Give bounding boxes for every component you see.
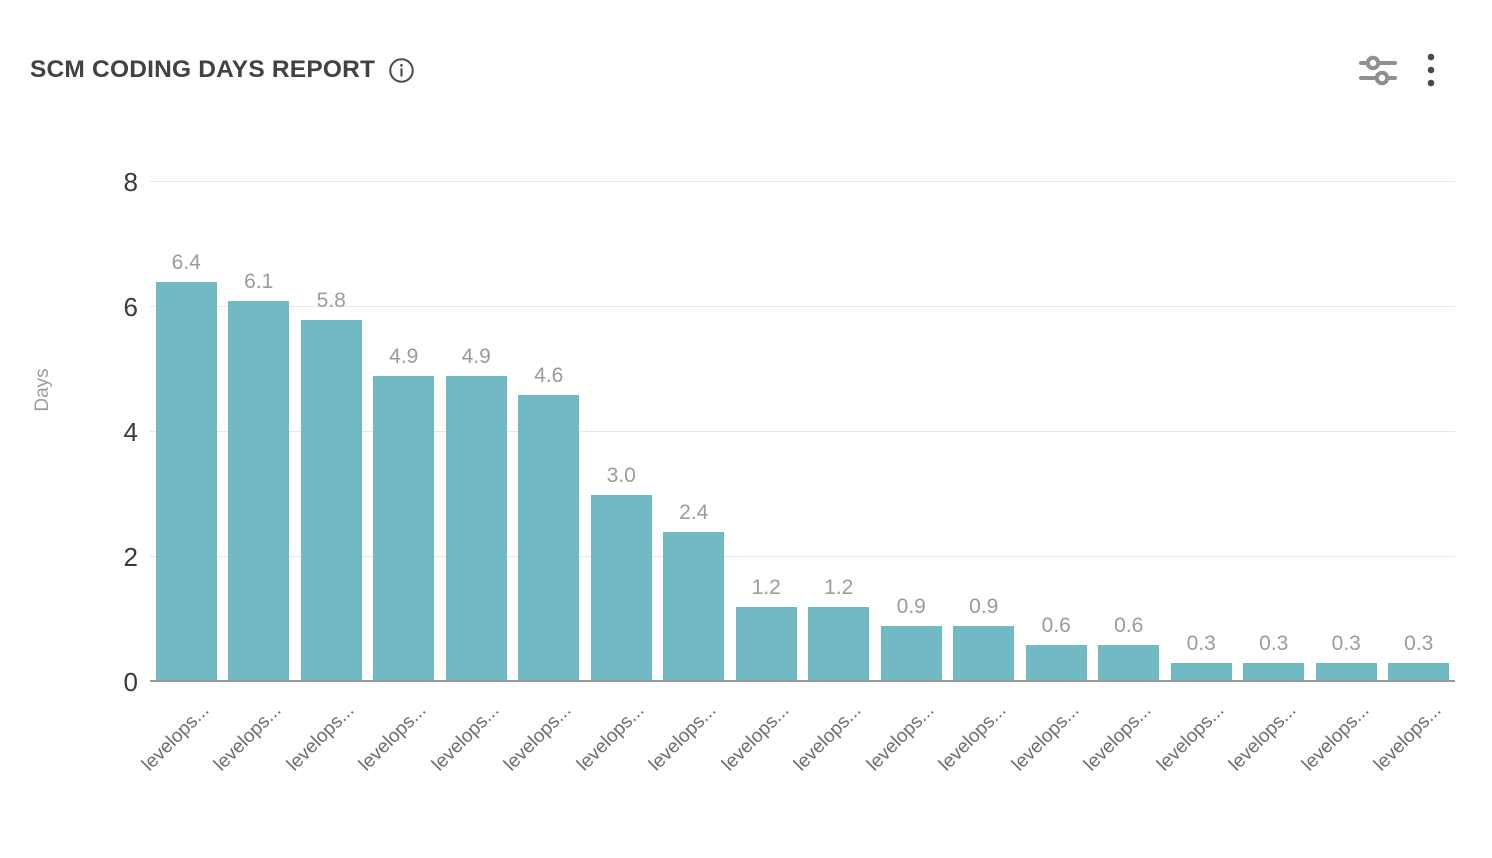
bar-value-label: 6.1	[244, 269, 274, 293]
bar-slot: 0.6	[1020, 182, 1093, 682]
bar[interactable]	[518, 394, 580, 682]
x-axis-label: levelops...	[355, 700, 431, 776]
bar-value-label: 0.6	[1041, 613, 1071, 637]
bar-slot: 4.6	[513, 182, 586, 682]
x-axis-label: levelops...	[935, 700, 1011, 776]
x-axis-label: levelops...	[862, 700, 939, 776]
header-actions	[1358, 52, 1436, 88]
bar-slot: 0.3	[1310, 182, 1383, 682]
bar-slot: 1.2	[730, 182, 803, 682]
x-axis-label: levelops...	[1297, 700, 1374, 776]
bar[interactable]	[590, 494, 652, 682]
gridline	[150, 556, 1455, 557]
bar-value-label: 4.6	[534, 363, 564, 387]
bar[interactable]	[1315, 663, 1377, 682]
bar-value-label: 0.3	[1259, 632, 1289, 656]
y-axis-tick: 4	[123, 417, 138, 447]
bar-value-label: 1.2	[751, 576, 781, 599]
bar-value-label: 4.9	[389, 344, 419, 368]
x-axis-label: levelops...	[210, 700, 286, 776]
bar-value-label: 0.9	[896, 594, 926, 618]
bar[interactable]	[1098, 644, 1160, 682]
bar[interactable]	[155, 282, 217, 682]
x-axis-label: levelops...	[137, 700, 214, 776]
gridline	[150, 181, 1455, 182]
x-axis-label: levelops...	[1007, 700, 1084, 776]
bar-value-label: 0.6	[1114, 613, 1144, 637]
y-axis-tick: 8	[123, 167, 138, 197]
filter-sliders-icon[interactable]	[1358, 53, 1398, 87]
bar[interactable]	[228, 300, 290, 682]
bar-slot: 2.4	[658, 182, 731, 682]
x-axis-label: levelops...	[1225, 700, 1301, 776]
x-axis-label: levelops...	[645, 700, 721, 776]
bar-value-label: 5.8	[316, 288, 346, 312]
bar-slot: 3.0	[585, 182, 658, 682]
x-label-slot: levelops...	[1370, 684, 1456, 834]
bar-slot: 0.6	[1093, 182, 1166, 682]
bar-slot: 6.4	[150, 182, 223, 682]
bar[interactable]	[300, 319, 362, 682]
x-axis-label: levelops...	[427, 700, 504, 776]
x-axis-label: levelops...	[1080, 700, 1156, 776]
bar-slot: 0.9	[875, 182, 948, 682]
gridline	[150, 306, 1455, 307]
bar[interactable]	[735, 607, 797, 682]
bar[interactable]	[1388, 663, 1450, 682]
info-icon[interactable]	[388, 57, 415, 84]
bar[interactable]	[1170, 663, 1232, 682]
bar-value-label: 0.3	[1404, 632, 1434, 656]
bar-slot: 4.9	[440, 182, 513, 682]
x-axis-label: levelops...	[790, 700, 866, 776]
y-axis-tick: 0	[123, 667, 138, 697]
bar-value-label: 3.0	[606, 463, 636, 487]
bar[interactable]	[953, 625, 1015, 682]
widget-header: SCM CODING DAYS REPORT	[30, 48, 1436, 92]
bar-slot: 4.9	[368, 182, 441, 682]
bars-container: 6.4 6.1 5.8 4.9 4.9 4.6 3.0 2.4 1.2 1.2 0.9 0.9 0.6 0…	[150, 182, 1455, 682]
page-title: SCM CODING DAYS REPORT	[30, 56, 376, 83]
x-axis-label: levelops...	[1152, 700, 1229, 776]
x-axis-labels: levelops... levelops... levelops... levelop…	[138, 684, 1456, 834]
bar-value-label: 0.3	[1331, 632, 1361, 656]
bar-value-label: 0.9	[969, 594, 999, 618]
x-axis-label: levelops...	[282, 700, 359, 776]
x-axis-line	[150, 680, 1455, 682]
bar-slot: 6.1	[223, 182, 296, 682]
bar[interactable]	[663, 532, 725, 682]
bar-value-label: 0.3	[1186, 632, 1216, 656]
y-axis-label: Days	[32, 368, 53, 412]
bar-slot: 0.3	[1165, 182, 1238, 682]
bar[interactable]	[445, 375, 507, 682]
bar-slot: 0.3	[1238, 182, 1311, 682]
bar-value-label: 2.4	[679, 501, 709, 524]
y-axis-ticks: 0 2 4 6 8	[0, 0, 138, 858]
gridline	[150, 431, 1455, 432]
bar-slot: 1.2	[803, 182, 876, 682]
x-axis-label: levelops...	[717, 700, 794, 776]
bar-slot: 0.3	[1383, 182, 1456, 682]
x-axis-label: levelops...	[572, 700, 649, 776]
bar-chart: 6.4 6.1 5.8 4.9 4.9 4.6 3.0 2.4 1.2 1.2 0.9 0.9 0.6 0…	[150, 181, 1455, 682]
bar-value-label: 1.2	[824, 576, 854, 599]
bar-value-label: 4.9	[461, 344, 491, 368]
bar[interactable]	[373, 375, 435, 682]
bar-slot: 5.8	[295, 182, 368, 682]
bar-value-label: 6.4	[171, 251, 201, 274]
bar[interactable]	[1243, 663, 1305, 682]
x-axis-label: levelops...	[1370, 700, 1446, 776]
bar[interactable]	[808, 607, 870, 682]
y-axis-tick: 6	[123, 292, 138, 322]
bar-slot: 0.9	[948, 182, 1021, 682]
kebab-menu-icon[interactable]	[1426, 52, 1436, 88]
y-axis-tick: 2	[123, 542, 138, 572]
bar[interactable]	[1025, 644, 1087, 682]
x-axis-label: levelops...	[500, 700, 576, 776]
bar[interactable]	[880, 625, 942, 682]
